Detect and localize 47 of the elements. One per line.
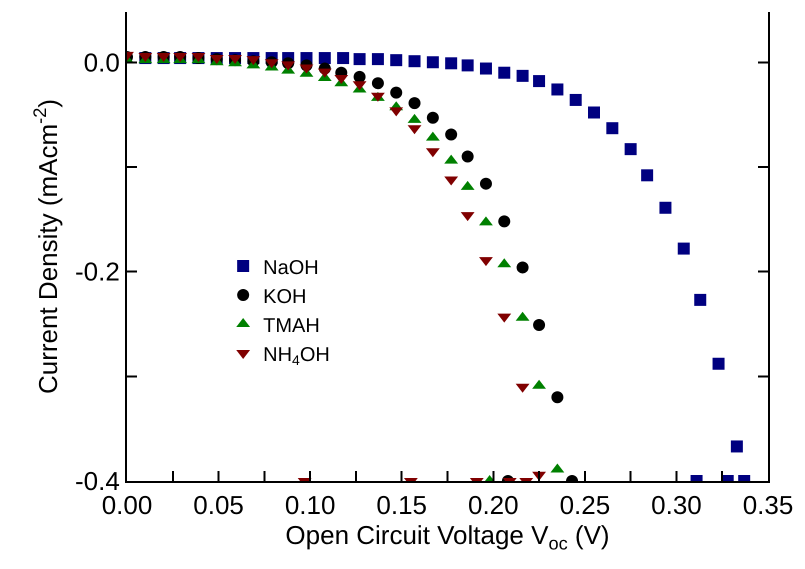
point bbox=[462, 59, 474, 72]
x-tick-label: 0.20 bbox=[468, 490, 519, 520]
point bbox=[354, 53, 366, 66]
point bbox=[318, 52, 331, 64]
point bbox=[480, 62, 492, 75]
point bbox=[624, 143, 637, 156]
point bbox=[408, 55, 421, 68]
legend-label: NH$_{4}$OH bbox=[263, 344, 330, 368]
y-tick-label: -0.2 bbox=[74, 256, 120, 287]
x-tick-label: 0.30 bbox=[651, 490, 702, 520]
point bbox=[372, 53, 384, 66]
legend-label: NaOH bbox=[263, 256, 319, 279]
point bbox=[462, 150, 474, 162]
x-axis-title: Open Circuit Voltage V$_{oc}$ (V) bbox=[285, 520, 610, 554]
legend-label: TMAH bbox=[263, 314, 320, 337]
point bbox=[445, 128, 458, 140]
point bbox=[445, 57, 458, 70]
point bbox=[390, 54, 402, 66]
point bbox=[426, 56, 439, 68]
point bbox=[408, 97, 421, 110]
x-tick-label: 0.15 bbox=[376, 490, 428, 520]
point bbox=[678, 242, 690, 255]
point bbox=[372, 77, 384, 90]
point bbox=[337, 52, 350, 64]
point bbox=[516, 70, 529, 82]
point bbox=[570, 94, 582, 106]
point bbox=[426, 112, 439, 124]
x-tick-label: 0.35 bbox=[742, 490, 794, 520]
point bbox=[712, 358, 725, 370]
point bbox=[606, 122, 618, 134]
point bbox=[498, 66, 510, 79]
x-tick-label: 0.10 bbox=[284, 490, 336, 520]
point bbox=[533, 75, 546, 88]
legend-label: KOH bbox=[263, 286, 306, 308]
point bbox=[516, 261, 529, 274]
point bbox=[498, 215, 510, 228]
point bbox=[659, 202, 672, 214]
point bbox=[390, 86, 402, 99]
point bbox=[480, 178, 492, 190]
point bbox=[533, 319, 546, 332]
y-tick-label: 0.0 bbox=[84, 47, 120, 78]
point bbox=[641, 169, 654, 182]
point bbox=[588, 106, 600, 118]
point bbox=[694, 294, 706, 306]
point bbox=[551, 83, 564, 96]
x-tick-label: 0.05 bbox=[193, 490, 244, 520]
x-tick-label: 0.25 bbox=[560, 490, 610, 520]
